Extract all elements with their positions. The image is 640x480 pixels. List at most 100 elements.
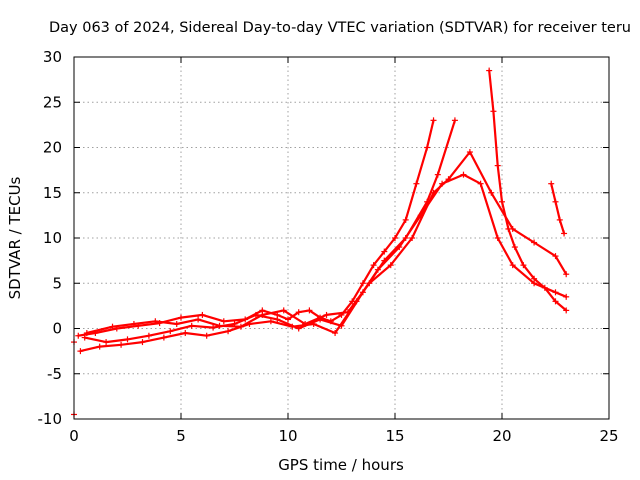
data-point (210, 324, 217, 331)
data-point (118, 341, 125, 348)
data-point (124, 336, 131, 343)
data-point (396, 244, 403, 251)
data-point (285, 316, 291, 323)
data-point (83, 330, 90, 337)
data-point (509, 262, 516, 269)
data-point (267, 318, 274, 325)
data-point (332, 330, 339, 337)
data-point (145, 332, 152, 339)
data-point (552, 289, 559, 296)
data-point (434, 171, 441, 178)
data-point (167, 328, 174, 335)
y-tick-label: 25 (43, 93, 62, 111)
data-point (344, 309, 351, 316)
ticks-layer: 0 5 10 15 20 25 -10 -5 0 5 10 15 20 25 30 (38, 48, 619, 445)
data-point (477, 180, 484, 187)
data-point (160, 334, 167, 341)
data-point (366, 280, 373, 287)
data-point (381, 248, 388, 255)
data-point (445, 176, 452, 183)
data-point (220, 318, 227, 325)
data-point (295, 309, 302, 316)
series-layer (71, 67, 570, 418)
series-line-track-d (85, 150, 568, 335)
data-point (259, 311, 266, 318)
data-point (563, 293, 570, 300)
y-tick-label: -10 (38, 410, 63, 428)
data-point (488, 189, 495, 196)
x-tick-label: 25 (599, 427, 618, 445)
data-point (563, 307, 570, 314)
data-point (178, 314, 184, 321)
y-tick-label: -5 (47, 365, 62, 383)
data-point (306, 307, 313, 314)
data-point (81, 334, 88, 341)
data-point (75, 332, 82, 339)
data-point (541, 284, 548, 291)
data-point (548, 180, 555, 187)
data-point (130, 320, 137, 327)
data-point (359, 280, 366, 287)
data-point (494, 235, 501, 241)
data-point (289, 323, 296, 330)
data-point (203, 332, 210, 339)
data-point (424, 144, 431, 151)
data-point (173, 320, 180, 327)
data-point (374, 266, 381, 273)
data-point (188, 322, 195, 329)
grid-layer (74, 57, 609, 419)
data-point (302, 320, 309, 327)
data-point (563, 271, 570, 278)
data-point (370, 262, 377, 269)
data-point (413, 180, 420, 187)
data-point (216, 322, 223, 329)
y-tick-label: 15 (43, 184, 62, 202)
data-point (152, 318, 159, 325)
x-tick-label: 15 (385, 427, 404, 445)
data-point (199, 311, 206, 318)
data-point (252, 311, 259, 318)
data-point (520, 262, 527, 269)
data-point (195, 316, 202, 323)
data-point (552, 198, 559, 205)
data-point (274, 316, 281, 323)
data-point (531, 275, 538, 282)
series-line-track-a (77, 119, 435, 337)
data-point (552, 298, 559, 305)
data-point (77, 348, 84, 355)
data-point (451, 117, 458, 124)
y-tick-label: 5 (52, 274, 62, 292)
y-tick-label: 30 (43, 48, 62, 66)
data-point (460, 171, 467, 178)
data-point (392, 235, 398, 241)
data-point (237, 323, 244, 330)
data-point (466, 149, 473, 156)
data-point (552, 253, 559, 260)
data-point (409, 235, 416, 241)
data-point (323, 311, 330, 318)
data-point (310, 320, 317, 327)
data-point (505, 225, 512, 232)
x-tick-label: 20 (492, 427, 511, 445)
data-point (499, 198, 505, 205)
x-tick-label: 10 (278, 427, 297, 445)
data-point (561, 230, 568, 237)
data-point (486, 67, 493, 74)
data-point (531, 239, 538, 246)
y-axis-label: SDTVAR / TECUs (6, 176, 24, 299)
data-point (96, 343, 103, 350)
data-point (556, 216, 563, 223)
data-point (430, 189, 437, 196)
y-tick-label: 0 (52, 320, 62, 338)
chart-title: Day 063 of 2024, Sidereal Day-to-day VTE… (49, 20, 631, 36)
y-tick-label: 10 (43, 229, 62, 247)
data-point (109, 323, 116, 330)
data-point (402, 216, 409, 223)
data-point (511, 244, 518, 251)
data-point (430, 117, 437, 124)
series-line-track-f (550, 182, 566, 235)
series-line-track-e (488, 69, 568, 312)
data-point (494, 162, 501, 169)
data-point (225, 328, 232, 335)
